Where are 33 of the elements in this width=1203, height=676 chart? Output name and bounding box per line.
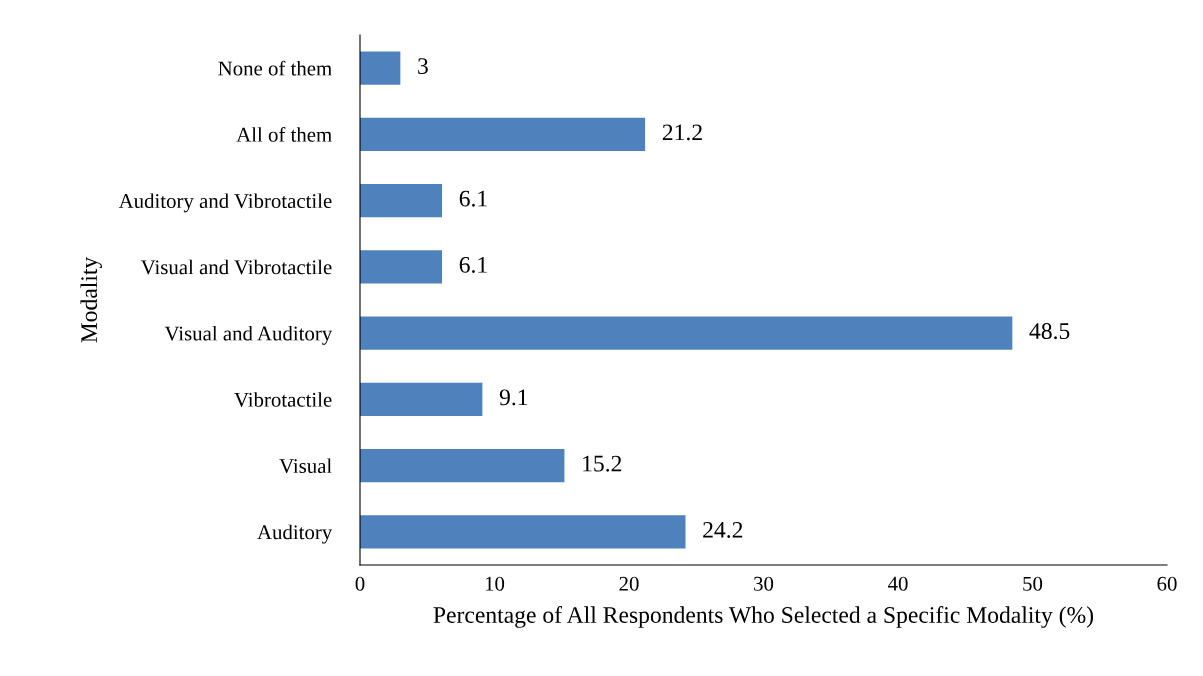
x-tick-label: 60 [1157,576,1177,591]
y-tick-label: Visual and Auditory [164,325,333,345]
bar [360,449,565,483]
x-tick-label: 20 [619,576,639,591]
y-tick-label: Auditory and Vibrotactile [118,193,332,213]
data-label: 15.2 [583,455,622,472]
data-label: 21.2 [662,124,702,141]
x-tick-label: 10 [485,576,505,591]
data-label: 6.1 [459,256,487,273]
data-label: 24.2 [703,521,743,538]
x-tick-label: 30 [754,576,774,591]
y-tick-label: Auditory [257,524,333,544]
y-tick-label: Visual and Vibrotactile [140,259,332,275]
data-label: 48.5 [1029,323,1070,340]
bar [360,382,483,416]
bar [360,515,686,549]
x-tick-label: 0 [355,576,365,591]
bar [360,250,443,284]
y-tick-label: All of them [236,126,332,142]
bar [360,51,401,85]
y-tick-label: None of them [218,60,332,76]
data-label: 6.1 [459,190,487,207]
data-label: 9.1 [499,389,528,406]
bar [360,184,443,218]
data-label: 3 [418,58,428,75]
x-tick-label: 40 [887,576,908,591]
y-tick-label: Visual [279,458,332,474]
y-tick-label: Vibrotactile [234,392,332,407]
x-tick-label: 50 [1023,576,1043,591]
y-axis-title: Modality [80,256,102,343]
x-axis-title: Percentage of All Respondents Who Selected a Specific Modality (%) [433,606,1094,628]
bar [360,316,1013,350]
bar [360,117,646,151]
